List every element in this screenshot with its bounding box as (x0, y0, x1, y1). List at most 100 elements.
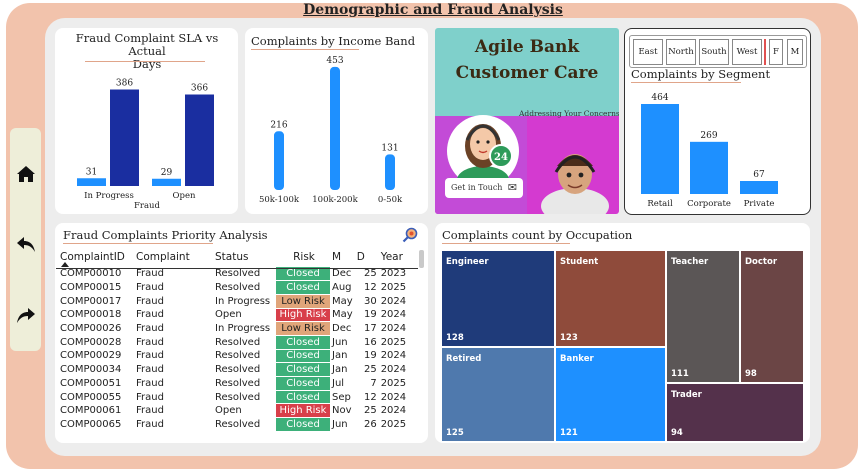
table-cell: COMP00061 (60, 405, 122, 417)
column-header[interactable]: D (356, 251, 365, 263)
income-data-label: 453 (326, 56, 343, 66)
income-category-label: 50k-100k (259, 195, 300, 205)
table-cell: 19 (363, 309, 377, 321)
table-cell: Closed (276, 390, 330, 405)
slicer-south[interactable]: South (699, 39, 729, 65)
table-row[interactable]: COMP00029 Fraud Resolved Closed Jan 19 2024 (56, 349, 408, 364)
column-header[interactable]: Status (215, 251, 249, 263)
table-cell: 16 (363, 336, 377, 348)
table-cell: Fraud (136, 377, 164, 389)
income-bar[interactable] (330, 66, 340, 190)
table-cell: May (332, 295, 353, 307)
treemap-tile-banker[interactable]: Banker 121 (556, 348, 665, 441)
back-arrow-icon[interactable] (14, 232, 38, 256)
treemap-tile-student[interactable]: Student 123 (556, 251, 665, 346)
segment-chart: 464 Retail 269 Corporate 67 Private (641, 93, 778, 209)
table-cell: High Risk (276, 308, 330, 323)
sla-bar[interactable] (110, 89, 139, 187)
treemap-tile-value: 123 (560, 333, 578, 343)
treemap-tile-doctor[interactable]: Doctor 98 (741, 251, 803, 382)
get-in-touch-button[interactable]: Get in Touch ✉ (445, 178, 523, 198)
table-row[interactable]: COMP00061 Fraud Open High Risk Nov 25 2024 (56, 403, 408, 419)
segment-data-label: 464 (651, 93, 668, 103)
treemap-tile-trader[interactable]: Trader 94 (667, 384, 803, 441)
sla-bar[interactable] (185, 94, 214, 187)
slicer-female[interactable]: F (769, 39, 783, 65)
table-row[interactable]: COMP00015 Fraud Resolved Closed Aug 12 2025 (56, 280, 408, 295)
sla-bar[interactable] (77, 178, 106, 186)
table-cell: 7 (370, 377, 377, 389)
treemap-tile-value: 111 (671, 369, 689, 379)
column-header[interactable]: Complaint (136, 251, 190, 263)
table-cell: Fraud (136, 418, 164, 430)
treemap-tile-engineer[interactable]: Engineer 128 (442, 251, 554, 346)
sla-bar[interactable] (152, 178, 181, 186)
slicer-east[interactable]: East (633, 39, 663, 65)
table-cell: Closed (276, 417, 330, 432)
sort-ascending-icon[interactable] (61, 262, 69, 267)
table-cell: 25 (363, 405, 377, 417)
table-cell: In Progress (215, 323, 271, 335)
treemap-tile-value: 125 (446, 428, 464, 438)
table-row[interactable]: COMP00055 Fraud Resolved Closed Sep 12 2024 (56, 390, 408, 405)
table-row[interactable]: COMP00017 Fraud In Progress Low Risk May 30 20… (56, 294, 408, 309)
segment-category-label: Private (744, 199, 775, 209)
table-row[interactable]: COMP00051 Fraud Resolved Closed Jul 7 2025 (56, 376, 408, 391)
sla-chart: 31 386 In Progress 29 366 Open Fraud (77, 79, 214, 211)
table-cell: 2024 (380, 405, 407, 417)
table-cell: In Progress (215, 295, 271, 307)
table-cell: Fraud (136, 364, 164, 376)
table-cell: 2025 (380, 336, 407, 348)
table-row[interactable]: COMP00065 Fraud Resolved Closed Jun 26 2025 (56, 417, 408, 432)
table-row[interactable]: COMP00010 Fraud Resolved Closed Dec 25 2023 (56, 267, 408, 282)
segment-bar[interactable] (690, 141, 728, 194)
table-scrollbar[interactable] (419, 250, 424, 268)
table-row[interactable]: COMP00028 Fraud Resolved Closed Jun 16 2025 (56, 335, 408, 350)
table-cell: 2024 (380, 323, 407, 335)
customer-care-banner: Agile Bank Customer Care Addressing Your… (435, 28, 619, 214)
column-header[interactable]: ComplaintID (60, 251, 125, 263)
sla-chart-title: Fraud Complaint SLA vs Actual (75, 31, 219, 58)
table-row[interactable]: COMP00026 Fraud In Progress Low Risk Dec 17 20… (56, 321, 408, 336)
table-row[interactable]: COMP00034 Fraud Resolved Closed Jan 25 2024 (56, 362, 408, 377)
segment-bar[interactable] (641, 104, 679, 194)
slicer-male[interactable]: M (787, 39, 803, 65)
support-24-badge: 24 (494, 152, 508, 163)
occupation-chart-title: Complaints count by Occupation (442, 228, 633, 242)
treemap-tile-retired[interactable]: Retired 125 (442, 348, 554, 441)
table-cell: Resolved (215, 418, 261, 430)
table-cell: Jun (332, 336, 348, 348)
segment-bar[interactable] (740, 181, 778, 194)
table-row[interactable]: COMP00018 Fraud Open High Risk May 19 2024 (56, 308, 408, 323)
income-chart-title: Complaints by Income Band (251, 34, 416, 48)
forward-arrow-icon[interactable] (14, 303, 38, 327)
slicer-north[interactable]: North (666, 39, 696, 65)
segment-category-label: Retail (647, 199, 673, 209)
column-header[interactable]: Risk (293, 251, 315, 263)
income-bar[interactable] (385, 154, 395, 190)
table-cell: COMP00018 (60, 309, 122, 321)
home-icon[interactable] (14, 162, 38, 186)
slicer-west[interactable]: West (732, 39, 762, 65)
table-cell: Dec (332, 268, 352, 280)
income-chart: 216 50k-100k 453 100k-200k 131 0-50k (259, 56, 403, 205)
income-data-label: 216 (270, 120, 287, 130)
income-bar[interactable] (274, 131, 284, 190)
treemap-tile-value: 128 (446, 333, 464, 343)
table-cell: Resolved (215, 336, 261, 348)
table-cell: Resolved (215, 350, 261, 362)
treemap-tile-teacher[interactable]: Teacher 111 (667, 251, 739, 382)
table-cell: Jan (332, 350, 348, 362)
column-header[interactable]: Year (380, 251, 403, 263)
table-cell: Jul (332, 377, 345, 389)
treemap-tile-value: 121 (560, 428, 578, 438)
table-cell: 2025 (380, 282, 407, 294)
magnify-icon[interactable] (402, 227, 418, 243)
promo-line-1: Agile Bank (474, 37, 580, 57)
table-cell: 26 (363, 418, 377, 430)
table-cell: Sep (332, 391, 351, 403)
promo-line-2: Customer Care (455, 63, 599, 83)
column-header[interactable]: M (332, 251, 342, 263)
table-cell: Resolved (215, 377, 261, 389)
table-cell: Low Risk (276, 321, 330, 336)
